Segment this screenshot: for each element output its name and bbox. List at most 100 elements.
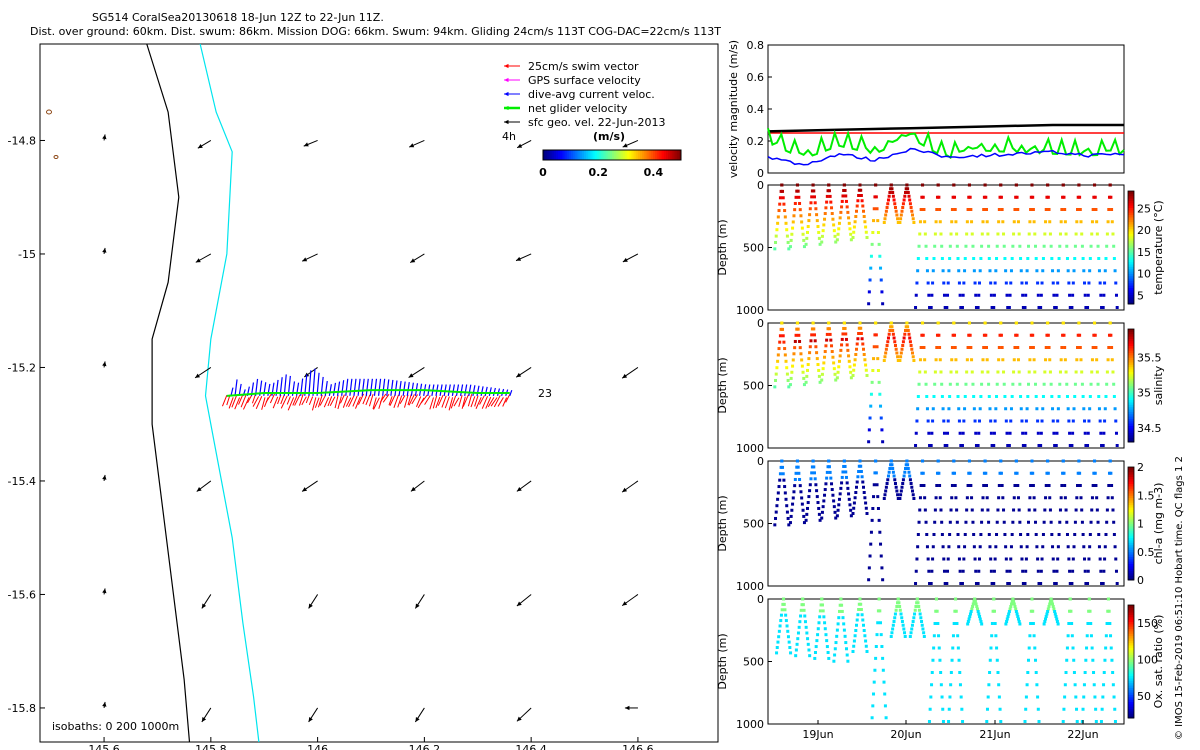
- colorbar-segment: [676, 150, 680, 160]
- salinity-profile-marker: [852, 368, 856, 372]
- temperature-profile-marker: [939, 232, 943, 236]
- oxygen-profile-marker: [820, 603, 824, 607]
- swim-vector: [240, 394, 247, 408]
- oxygen-profile-marker: [932, 646, 936, 650]
- temperature-profile-marker: [989, 281, 993, 285]
- salinity-profile-marker: [818, 380, 822, 384]
- oxygen-profile-marker: [874, 656, 878, 660]
- chla-profile-marker: [1080, 508, 1084, 512]
- oxygen-profile-marker: [973, 597, 977, 601]
- salinity-colorbar-segment: [1128, 361, 1134, 365]
- salinity-profile-marker: [1053, 444, 1057, 447]
- chla-profile-marker: [1075, 496, 1079, 500]
- chla-colorbar-segment: [1128, 497, 1134, 501]
- temperature-profile-marker: [905, 183, 909, 187]
- chla-profile-marker: [852, 506, 856, 510]
- dac-vector: [267, 383, 271, 396]
- temperature-profile-marker: [930, 293, 934, 297]
- salinity-profile-marker: [946, 419, 950, 423]
- oxygen-profile-marker: [796, 637, 800, 641]
- swim-vector: [461, 396, 466, 409]
- temperature-profile-marker: [785, 228, 789, 232]
- salinity-profile-marker: [967, 321, 971, 325]
- temperature-profile-marker: [1056, 281, 1060, 285]
- oxygen-colorbar-segment: [1128, 677, 1134, 681]
- dac-vector: [402, 381, 406, 396]
- swim-vector: [298, 393, 304, 406]
- temperature-profile-marker: [882, 221, 886, 224]
- temperature-profile-marker: [1088, 269, 1092, 273]
- temperature-colorbar-segment: [1128, 207, 1134, 211]
- velocity-ylabel: velocity magnitude (m/s): [727, 40, 740, 178]
- temperature-profile-marker: [1070, 306, 1074, 309]
- chla-profile-marker: [849, 508, 853, 512]
- chla-profile-marker: [855, 485, 858, 489]
- chla-profile-marker: [962, 557, 966, 561]
- salinity-profile-marker: [982, 346, 986, 349]
- sfc-velocity-arrowhead: [195, 373, 201, 378]
- oxygen-profile-marker: [1048, 602, 1052, 606]
- salinity-colorbar-segment: [1128, 399, 1134, 403]
- salinity-profile-marker: [1051, 407, 1055, 411]
- salinity-profile-marker: [1019, 407, 1023, 411]
- oxygen-colorbar-segment: [1128, 668, 1134, 672]
- chla-profile-marker: [1012, 496, 1016, 500]
- temperature-profile-marker: [881, 302, 885, 306]
- chla-profile-marker: [1027, 520, 1030, 524]
- chla-profile-marker: [930, 569, 934, 573]
- oxygen-profile-marker: [1065, 658, 1069, 662]
- oxygen-profile-marker: [796, 631, 800, 635]
- legend-entry: GPS surface velocity: [528, 74, 641, 87]
- temperature-profile-marker: [791, 220, 795, 224]
- chla-profile-marker: [843, 464, 847, 468]
- chla-profile-marker: [990, 582, 994, 585]
- temperature-profile-marker: [1106, 220, 1110, 224]
- chla-profile-marker: [929, 582, 933, 585]
- chla-profile-marker: [1102, 569, 1106, 573]
- salinity-profile-marker: [789, 376, 793, 380]
- oxygen-profile-marker: [837, 616, 841, 620]
- chla-colorbar-segment: [1128, 577, 1134, 581]
- chla-profile-marker: [1110, 484, 1114, 487]
- temperature-profile-marker: [929, 306, 933, 309]
- oxygen-profile-marker: [873, 668, 877, 672]
- colorbar-frame: [542, 149, 682, 161]
- salinity-profile-marker: [801, 370, 805, 374]
- chla-profile-marker: [814, 483, 818, 487]
- chla-profile-marker: [825, 476, 829, 480]
- chla-profile-marker: [1073, 520, 1077, 524]
- salinity-profile-marker: [821, 367, 825, 371]
- oxygen-profile-marker: [977, 612, 981, 616]
- oxygen-profile-marker: [891, 627, 895, 631]
- salinity-profile-marker: [1063, 346, 1067, 349]
- salinity-profile-marker: [1034, 395, 1038, 398]
- temperature-profile-marker: [802, 238, 806, 242]
- temperature-profile-marker: [921, 195, 925, 199]
- temperature-colorbar-segment: [1128, 233, 1134, 237]
- salinity-profile-marker: [805, 368, 809, 372]
- temperature-profile-marker: [1049, 244, 1053, 248]
- salinity-profile-marker: [863, 358, 867, 362]
- salinity-profile-marker: [1079, 358, 1083, 362]
- swim-vector: [319, 395, 326, 406]
- oxygen-profile-marker: [824, 633, 828, 637]
- oxygen-profile-marker: [833, 653, 837, 657]
- oxygen-profile-marker: [852, 639, 856, 643]
- swim-vector: [411, 394, 419, 405]
- colorbar-segment: [577, 150, 581, 160]
- salinity-colorbar-segment: [1128, 406, 1134, 410]
- temperature-profile-marker: [869, 266, 873, 270]
- salinity-profile-marker: [871, 369, 875, 372]
- temperature-profile-marker: [977, 281, 981, 285]
- oxygen-profile-marker: [836, 622, 840, 626]
- isobaths-label: isobaths: 0 200 1000m: [52, 720, 179, 733]
- dac-vector: [480, 386, 484, 396]
- chla-profile-marker: [984, 484, 988, 487]
- temperature-colorbar-segment: [1128, 216, 1134, 220]
- chla-profile-marker: [1006, 582, 1010, 585]
- temperature-profile-marker: [1014, 183, 1018, 187]
- chla-profile-marker: [974, 582, 978, 585]
- chla-profile-marker: [793, 484, 797, 488]
- swim-vector: [368, 393, 374, 407]
- oxygen-profile-marker: [954, 597, 958, 601]
